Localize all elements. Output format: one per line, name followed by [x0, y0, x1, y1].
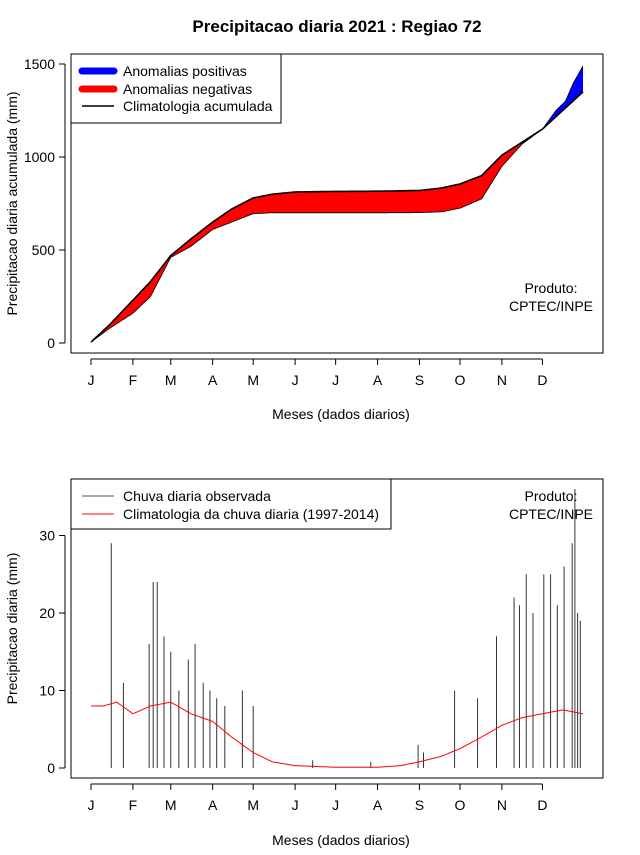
- bottom-chart-daily: 0 10 20 30 J F M A M J J A S O N D Meses (dados diarios)…: [4, 478, 604, 848]
- x-tick-label: J: [292, 797, 299, 813]
- climatology-cumulative-line: [90, 91, 584, 343]
- top-legend: Anomalias positivas Anomalias negativasCl…: [70, 53, 282, 124]
- x-tick-label: A: [373, 797, 383, 813]
- x-tick-label: J: [332, 797, 339, 813]
- x-tick-label: M: [247, 797, 259, 813]
- x-tick-label: M: [247, 372, 259, 388]
- x-tick-label: D: [537, 797, 547, 813]
- climatology-daily-line: [91, 701, 584, 768]
- positive-anomaly-area: [543, 65, 583, 128]
- y-tick-label: 0: [47, 760, 55, 776]
- y-axis-title: Precipitacao diaria acumulada (mm): [4, 91, 20, 315]
- x-tick-label: M: [165, 797, 177, 813]
- x-tick-label: A: [208, 797, 218, 813]
- x-tick-label: D: [537, 372, 547, 388]
- x-tick-label: S: [415, 372, 424, 388]
- y-axis-title: Precipitacao diaria (mm): [4, 553, 20, 705]
- x-tick-label: A: [373, 372, 383, 388]
- x-axis-title: Meses (dados diarios): [272, 832, 410, 848]
- y-tick-label: 10: [39, 683, 55, 699]
- bottom-legend: Chuva diaria observada Climatologia da ch…: [70, 478, 392, 530]
- plot-frame: [70, 53, 604, 354]
- x-tick-label: J: [332, 372, 339, 388]
- y-tick-label: 1000: [24, 149, 55, 165]
- observed-bars: [110, 489, 581, 768]
- legend-label: Chuva diaria observada: [123, 488, 271, 504]
- x-tick-label: N: [497, 372, 507, 388]
- y-tick-label: 0: [47, 335, 55, 351]
- product-source: CPTEC/INPE: [509, 506, 593, 522]
- observed-cumulative-line: [90, 65, 584, 343]
- y-tick-label: 30: [39, 528, 55, 544]
- x-tick-label: M: [165, 372, 177, 388]
- product-source: CPTEC/INPE: [509, 298, 593, 314]
- x-tick-label: S: [415, 797, 424, 813]
- x-tick-label: J: [88, 797, 95, 813]
- y-tick-label: 1500: [24, 56, 55, 72]
- x-axis-title: Meses (dados diarios): [272, 406, 410, 422]
- page-title: Precipitacao diaria 2021 : Regiao 72: [192, 17, 481, 36]
- legend-label: Anomalias negativas: [123, 81, 252, 97]
- x-tick-label: O: [455, 372, 466, 388]
- x-tick-label: N: [497, 797, 507, 813]
- product-label: Produto:: [525, 280, 578, 296]
- x-tick-label: J: [88, 372, 95, 388]
- y-tick-label: 500: [32, 242, 56, 258]
- y-tick-label: 20: [39, 605, 55, 621]
- product-label: Produto:: [525, 488, 578, 504]
- legend-label: Climatologia acumulada: [123, 98, 273, 114]
- x-tick-label: J: [292, 372, 299, 388]
- x-tick-label: O: [455, 797, 466, 813]
- x-tick-label: F: [129, 372, 138, 388]
- legend-box: [70, 478, 392, 530]
- top-chart-cumulative: 0 500 1000 1500 J F M A M J J A S O N D Meses (dados dia…: [4, 53, 604, 422]
- x-tick-label: A: [208, 372, 218, 388]
- x-tick-label: F: [129, 797, 138, 813]
- legend-label: Anomalias positivas: [123, 63, 247, 79]
- legend-label: Climatologia da chuva diaria (1997-2014): [123, 506, 379, 522]
